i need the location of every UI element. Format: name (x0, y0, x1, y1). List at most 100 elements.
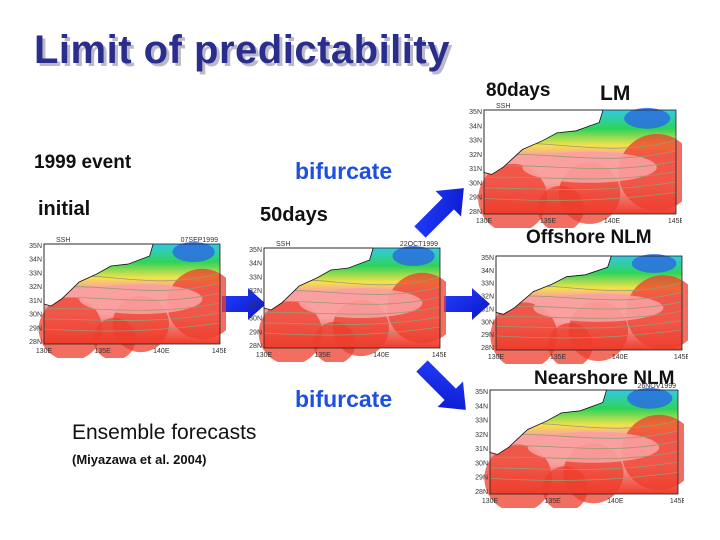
ssh-contour (495, 320, 683, 329)
ssh-contour (489, 472, 679, 481)
japan-land (43, 243, 154, 307)
map-offshore: 35N 34N 33N 32N 31N 30N 29N 28N 130E 135E 140E 145E (474, 246, 688, 364)
ssh-contour (263, 326, 441, 336)
right-arrow-2 (444, 288, 490, 320)
nearshore-label: Nearshore NLM (534, 368, 675, 389)
lon-tick: 130E (482, 498, 499, 505)
lon-tick: 140E (153, 348, 170, 355)
warm-eddy (38, 297, 103, 358)
kuroshio-core (522, 151, 657, 183)
warm-eddy (490, 302, 558, 364)
lat-tick: 31N (475, 446, 488, 453)
map-variable: SSH (496, 103, 510, 110)
map-frame (483, 109, 677, 215)
lat-tick: 35N (475, 389, 488, 396)
lat-tick: 29N (249, 329, 262, 336)
lat-tick: 29N (469, 195, 482, 202)
lon-tick: 140E (373, 352, 390, 359)
lat-tick: 33N (475, 418, 488, 425)
ssh-contour (489, 451, 679, 460)
map-frame (489, 389, 679, 495)
initial-label: initial (38, 198, 91, 220)
ssh-contour (43, 312, 221, 321)
event-label: 1999 event (34, 152, 132, 173)
cold-eddy (392, 246, 435, 266)
lon-tick: 130E (256, 352, 273, 359)
ssh-contour (483, 192, 677, 201)
lat-tick: 28N (481, 345, 494, 352)
map-frame (43, 243, 221, 345)
lon-tick: 145E (432, 352, 446, 359)
lat-tick: 33N (249, 274, 262, 281)
lon-tick: 135E (550, 354, 567, 361)
warm-eddy (93, 317, 136, 358)
ssh-contour (483, 181, 677, 190)
lat-tick: 32N (481, 294, 494, 301)
map-date: 26NOV1999 (637, 383, 676, 390)
lat-tick: 34N (249, 261, 262, 268)
cold-eddy (624, 107, 671, 129)
lat-tick: 32N (469, 152, 482, 159)
map-initial: 35N 34N 33N 32N 31N 30N 29N 28N 130E 135E 140E 145E… (22, 234, 226, 358)
lat-tick: 30N (469, 180, 482, 187)
lat-tick: 35N (469, 109, 482, 116)
lat-tick: 31N (481, 306, 494, 313)
lat-tick: 30N (249, 316, 262, 323)
bifurcate-down-arrow (416, 360, 466, 410)
bifurcate-up-arrow (414, 188, 464, 238)
lon-tick: 130E (476, 218, 493, 225)
citation: (Miyazawa et al. 2004) (72, 452, 207, 467)
warm-eddy (542, 466, 588, 508)
warm-eddy (478, 163, 548, 228)
kuroshio-core (79, 284, 203, 314)
lm-label: LM (600, 82, 631, 105)
bifurcate-top-label: bifurcate (295, 158, 393, 184)
lat-tick: 28N (469, 209, 482, 216)
lat-tick: 33N (469, 138, 482, 145)
lat-tick: 35N (29, 243, 42, 250)
bifurcate-bottom-label: bifurcate (295, 386, 393, 412)
cold-eddy (172, 242, 215, 262)
lat-tick: 31N (29, 298, 42, 305)
japan-land (263, 247, 374, 311)
lat-tick: 34N (469, 123, 482, 130)
lat-tick: 33N (481, 281, 494, 288)
cold-eddy (631, 254, 677, 273)
ensemble-label: Ensemble forecasts (72, 421, 257, 444)
ssh-contour (43, 302, 221, 311)
warm-eddy (484, 444, 553, 508)
map-frame (263, 247, 441, 349)
lat-tick: 35N (249, 247, 262, 254)
ssh-contour (495, 310, 683, 319)
lat-tick: 29N (29, 325, 42, 332)
ssh-contour (43, 322, 221, 332)
map-nearshore: 35N 34N 33N 32N 31N 30N 29N 28N 130E 135E 140E 145E… (468, 380, 684, 508)
ssh-contour (495, 329, 683, 339)
offshore-label: Offshore NLM (526, 227, 652, 248)
map-date: 07SEP1999 (181, 237, 218, 244)
lat-tick: 30N (475, 460, 488, 467)
lon-tick: 140E (607, 498, 624, 505)
kuroshio-core (299, 288, 423, 318)
ssh-contour (263, 306, 441, 315)
ssh-contour (263, 316, 441, 325)
map-frame (495, 255, 683, 351)
lat-tick: 29N (475, 475, 488, 482)
warm-eddy (258, 301, 323, 362)
kuroshio-core (527, 431, 660, 463)
lat-tick: 34N (475, 403, 488, 410)
lon-tick: 145E (674, 354, 688, 361)
japan-land (483, 109, 604, 175)
kuroshio-core (533, 293, 664, 322)
lon-tick: 140E (604, 218, 621, 225)
days80-label: 80days (486, 80, 551, 101)
lon-tick: 145E (670, 498, 684, 505)
cold-eddy (627, 387, 673, 409)
lon-tick: 135E (540, 218, 557, 225)
map-variable: SSH (276, 241, 290, 248)
lat-tick: 28N (29, 339, 42, 346)
slide-title: Limit of predictability (34, 28, 450, 72)
japan-land (495, 255, 612, 315)
map-date: 22OCT1999 (400, 241, 438, 248)
